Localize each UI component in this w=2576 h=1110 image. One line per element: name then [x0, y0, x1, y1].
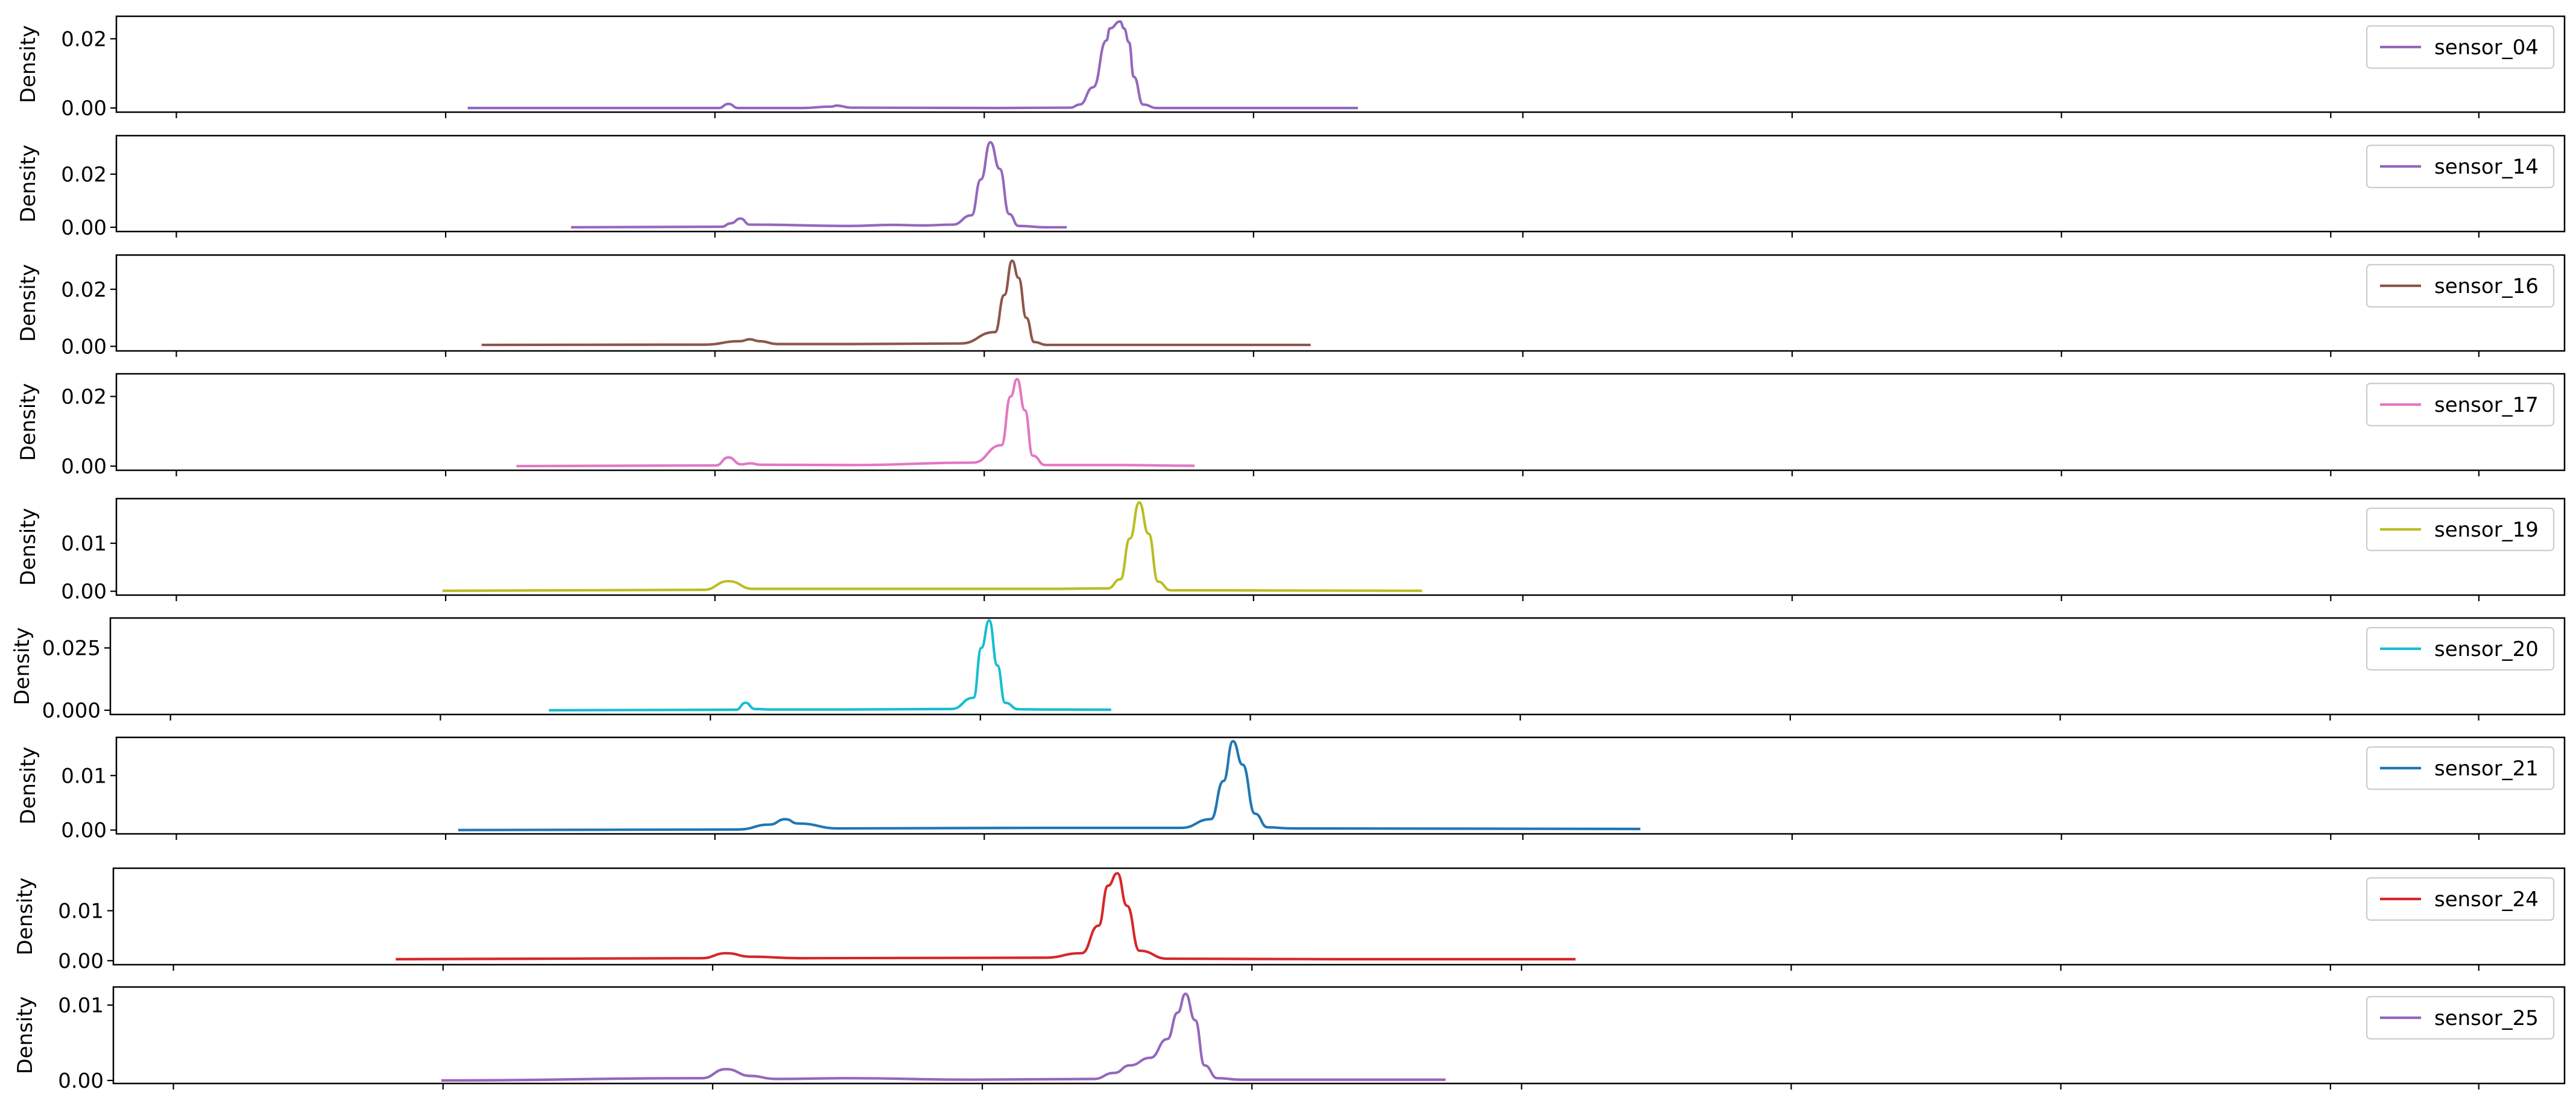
panel-sensor_24: 0.00 0.01 Density sensor_24	[13, 867, 2566, 973]
y-tick-label: 0.02	[61, 163, 107, 187]
legend-label: sensor_14	[2434, 155, 2539, 179]
axes-frame	[115, 373, 2566, 471]
density-line-sensor_25	[441, 992, 1446, 1082]
y-tick-label: 0.02	[61, 278, 107, 302]
y-tick-label: 0.00	[58, 949, 104, 973]
legend-box	[2366, 144, 2555, 189]
axes-frame	[112, 867, 2566, 966]
panel-sensor_19: 0.00 0.01 Density sensor_19	[16, 497, 2566, 604]
density-line-sensor_14	[570, 140, 1067, 229]
axes-frame	[115, 736, 2566, 835]
panel-sensor_20: 0.000 0.025 Density sensor_20	[10, 617, 2566, 723]
axes-frame	[115, 134, 2566, 233]
panel-sensor_25: 0.00 0.01 Density sensor_25	[13, 986, 2566, 1093]
y-axis-label: Density	[16, 145, 40, 222]
legend-label: sensor_17	[2434, 393, 2539, 417]
legend-label: sensor_21	[2434, 757, 2539, 781]
y-tick-label: 0.00	[61, 819, 107, 843]
panel-sensor_17: 0.00 0.02 Density sensor_17	[16, 373, 2566, 479]
y-axis-label: Density	[16, 383, 40, 461]
legend-box	[2366, 382, 2555, 427]
y-tick-label: 0.02	[61, 385, 107, 409]
legend-label: sensor_20	[2434, 637, 2539, 661]
y-tick-label: 0.02	[61, 27, 107, 51]
legend-label: sensor_16	[2434, 274, 2539, 298]
legend-box	[2366, 877, 2555, 921]
y-axis-label: Density	[10, 627, 34, 705]
density-line-sensor_24	[396, 872, 1576, 960]
y-axis-label: Density	[16, 264, 40, 342]
legend-box	[2366, 25, 2555, 69]
y-axis-label: Density	[16, 25, 40, 103]
axes-frame	[109, 617, 2566, 716]
panel-sensor_16: 0.00 0.02 Density sensor_16	[16, 254, 2566, 359]
y-axis-label: Density	[16, 746, 40, 824]
y-tick-label: 0.00	[58, 1069, 104, 1093]
legend-label: sensor_04	[2434, 36, 2539, 60]
y-tick-label: 0.025	[42, 637, 101, 661]
y-axis-label: Density	[16, 508, 40, 585]
legend-box	[2366, 626, 2555, 671]
legend-label: sensor_19	[2434, 518, 2539, 542]
axes-frame	[115, 254, 2566, 352]
legend-label: sensor_25	[2434, 1006, 2539, 1030]
y-tick-label: 0.00	[61, 335, 107, 359]
panel-sensor_21: 0.00 0.01 Density sensor_21	[16, 736, 2566, 843]
legend-box	[2366, 995, 2555, 1040]
y-axis-label: Density	[13, 996, 37, 1074]
y-tick-label: 0.01	[58, 899, 104, 923]
y-axis-label: Density	[13, 877, 37, 955]
legend-box	[2366, 263, 2555, 308]
panel-sensor_14: 0.00 0.02 Density sensor_14	[16, 134, 2566, 240]
axes-frame	[115, 497, 2566, 596]
density-line-sensor_04	[467, 20, 1358, 110]
y-tick-label: 0.01	[61, 764, 107, 788]
y-tick-label: 0.00	[61, 455, 107, 479]
density-line-sensor_21	[458, 740, 1641, 831]
panel-sensor_04: 0.00 0.02 Density sensor_04	[16, 15, 2566, 121]
density-line-sensor_16	[481, 259, 1311, 347]
density-line-sensor_20	[549, 619, 1111, 712]
y-tick-label: 0.00	[61, 580, 107, 604]
y-tick-label: 0.01	[58, 994, 104, 1018]
axes-frame	[112, 986, 2566, 1085]
legend-box	[2366, 507, 2555, 552]
axes-frame	[115, 15, 2566, 113]
legend-box	[2366, 746, 2555, 790]
y-tick-label: 0.000	[42, 699, 101, 723]
density-line-sensor_17	[516, 377, 1195, 468]
legend-label: sensor_24	[2434, 888, 2539, 912]
y-tick-label: 0.00	[61, 96, 107, 121]
density-line-sensor_19	[442, 501, 1422, 592]
y-tick-label: 0.00	[61, 216, 107, 240]
y-tick-label: 0.01	[61, 532, 107, 556]
